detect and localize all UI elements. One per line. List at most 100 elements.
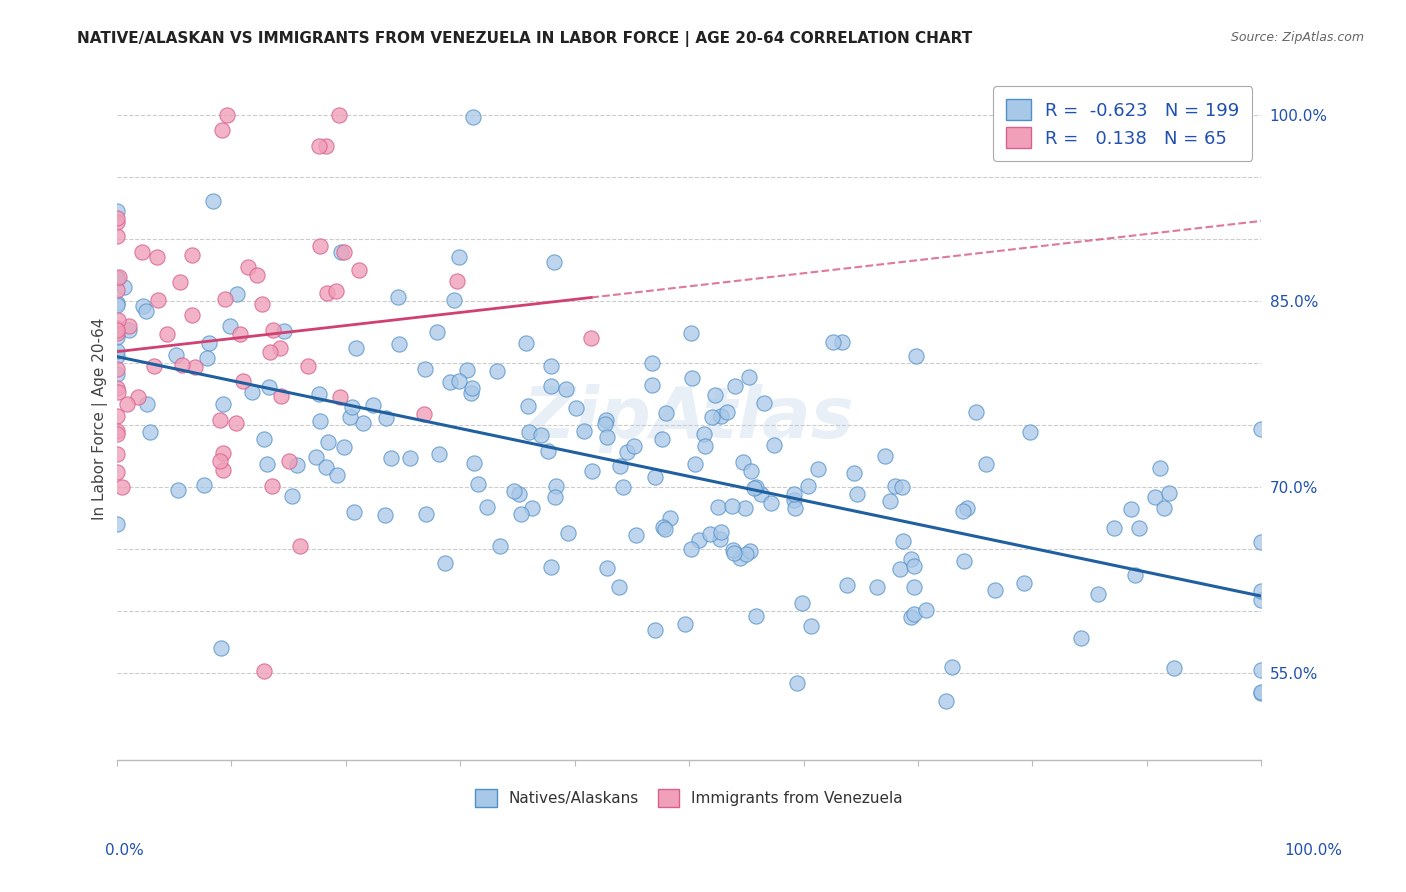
Point [783,501,806,516]
Point [214,292,236,306]
Point [879,494,901,508]
Point [935,694,957,708]
Point [118,318,141,333]
Point [783,493,806,508]
Point [792,596,814,610]
Point [508,487,530,501]
Point [965,405,987,419]
Point [745,609,768,624]
Point [105,367,128,381]
Point [941,659,963,673]
Point [460,385,482,400]
Point [520,500,543,515]
Point [269,341,291,355]
Point [695,439,717,453]
Point [108,270,131,285]
Point [1250,663,1272,677]
Point [1128,521,1150,535]
Point [105,326,128,341]
Point [581,464,603,478]
Point [309,414,332,428]
Point [105,362,128,376]
Text: ZipAtlas: ZipAtlas [523,384,855,453]
Point [517,399,540,413]
Point [596,561,619,575]
Point [738,543,761,558]
Point [330,244,353,259]
Point [692,427,714,442]
Point [347,263,370,277]
Point [517,425,540,439]
Point [1159,486,1181,500]
Point [169,275,191,289]
Point [181,248,204,262]
Point [447,374,470,388]
Point [700,410,723,425]
Point [503,483,526,498]
Point [112,280,135,294]
Point [240,384,263,399]
Point [308,386,330,401]
Point [1102,521,1125,535]
Point [900,610,922,624]
Text: Source: ZipAtlas.com: Source: ZipAtlas.com [1230,31,1364,45]
Point [644,470,666,484]
Point [170,358,193,372]
Point [253,664,276,678]
Point [456,363,478,377]
Point [115,397,138,411]
Point [105,426,128,441]
Point [952,503,974,517]
Text: NATIVE/ALASKAN VS IMMIGRANTS FROM VENEZUELA IN LABOR FORCE | AGE 20-64 CORRELATI: NATIVE/ALASKAN VS IMMIGRANTS FROM VENEZU… [77,31,973,47]
Point [229,327,252,342]
Point [654,523,676,537]
Point [315,460,337,475]
Point [413,407,436,421]
Point [225,286,247,301]
Point [446,274,468,288]
Point [325,284,347,298]
Point [477,500,499,515]
Point [387,290,409,304]
Point [105,284,128,298]
Point [574,424,596,438]
Point [889,562,911,576]
Point [427,447,450,461]
Point [652,520,675,534]
Point [681,371,703,385]
Point [280,489,302,503]
Point [1149,461,1171,475]
Point [734,547,756,561]
Point [956,500,979,515]
Point [181,308,204,322]
Point [361,399,384,413]
Point [208,454,231,468]
Point [131,299,153,313]
Point [745,480,768,494]
Point [449,250,471,264]
Point [683,458,706,472]
Point [343,505,366,519]
Point [786,675,808,690]
Point [105,298,128,312]
Point [596,430,619,444]
Text: 100.0%: 100.0% [1285,843,1343,858]
Point [413,362,436,376]
Point [135,304,157,318]
Point [156,326,179,341]
Point [209,640,232,655]
Point [609,459,631,474]
Point [752,395,775,409]
Point [375,411,398,425]
Point [105,344,128,359]
Point [131,245,153,260]
Point [215,108,238,122]
Point [374,508,396,523]
Point [195,351,218,365]
Point [225,416,247,430]
Point [1018,425,1040,439]
Point [277,454,299,468]
Point [651,432,673,446]
Point [759,496,782,510]
Point [262,479,284,493]
